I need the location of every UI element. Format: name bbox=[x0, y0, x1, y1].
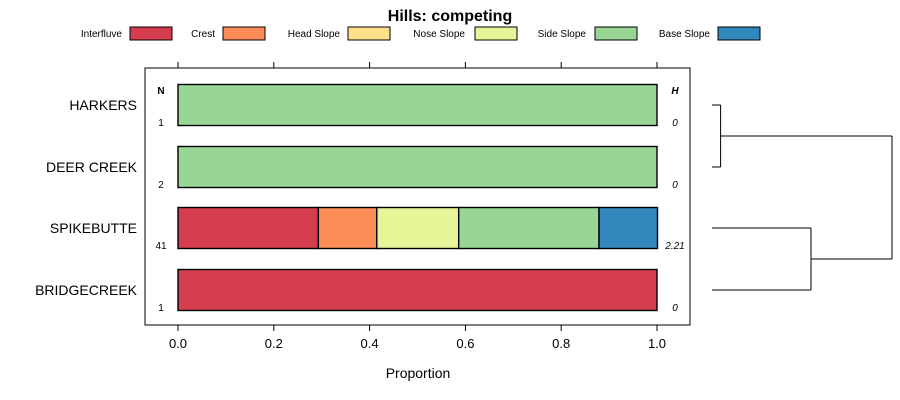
top-axis-ticks bbox=[177, 62, 658, 68]
h-value: 0 bbox=[672, 118, 678, 129]
legend-label: Interfluve bbox=[81, 29, 123, 40]
category-label: SPIKEBUTTE bbox=[50, 220, 137, 236]
legend-item-interfluve: Interfluve bbox=[81, 26, 173, 41]
bar-segment-base-slope bbox=[598, 206, 659, 250]
x-tick-label: 1.0 bbox=[648, 336, 666, 351]
category-label: BRIDGECREEK bbox=[35, 282, 138, 298]
bar-segment-interfluve bbox=[177, 268, 658, 312]
legend-label: Side Slope bbox=[538, 29, 587, 40]
bar-segment-side-slope bbox=[177, 83, 658, 127]
row-bridgecreek: BRIDGECREEK 1 0 bbox=[35, 268, 678, 314]
category-label: DEER CREEK bbox=[46, 159, 138, 175]
legend-item-base-slope: Base Slope bbox=[659, 26, 761, 41]
legend-swatch bbox=[474, 26, 518, 41]
legend-label: Head Slope bbox=[288, 29, 341, 40]
bar-rows: HARKERS 1 0 DEER CREEK 2 0 SPIKEBUTTE 41 2.21 BRI… bbox=[35, 83, 685, 314]
dendrogram bbox=[712, 104, 893, 291]
n-value: 1 bbox=[158, 303, 164, 314]
legend-label: Base Slope bbox=[659, 29, 711, 40]
n-column-header: N bbox=[157, 86, 164, 97]
legend-item-crest: Crest bbox=[191, 26, 266, 41]
x-axis-title: Proportion bbox=[386, 365, 451, 381]
n-value: 2 bbox=[158, 180, 164, 191]
h-value: 2.21 bbox=[664, 241, 684, 252]
x-tick-label: 0.2 bbox=[265, 336, 283, 351]
x-axis: 0.0 0.2 0.4 0.6 0.8 1.0 bbox=[169, 325, 666, 351]
n-value: 41 bbox=[155, 241, 167, 252]
legend-item-side-slope: Side Slope bbox=[538, 26, 638, 41]
x-tick-label: 0.6 bbox=[456, 336, 474, 351]
h-value: 0 bbox=[672, 303, 678, 314]
legend-swatch bbox=[347, 26, 391, 41]
legend-swatch bbox=[129, 26, 173, 41]
x-tick-label: 0.8 bbox=[552, 336, 570, 351]
n-value: 1 bbox=[158, 118, 164, 129]
bar-segment-crest bbox=[317, 206, 378, 250]
h-value: 0 bbox=[672, 180, 678, 191]
plot-panel bbox=[144, 67, 691, 326]
chart-title: Hills: competing bbox=[388, 8, 512, 25]
legend-item-nose-slope: Nose Slope bbox=[413, 26, 518, 41]
row-harkers: HARKERS 1 0 bbox=[69, 83, 678, 129]
legend-swatch bbox=[594, 26, 638, 41]
category-label: HARKERS bbox=[69, 97, 137, 113]
legend-label: Crest bbox=[191, 29, 215, 40]
bar-segment-side-slope bbox=[177, 145, 658, 189]
h-column-header: H bbox=[671, 86, 679, 97]
x-tick-label: 0.0 bbox=[169, 336, 187, 351]
legend-item-head-slope: Head Slope bbox=[288, 26, 391, 41]
legend-label: Nose Slope bbox=[413, 29, 465, 40]
bar-segment-nose-slope bbox=[376, 206, 460, 250]
legend-swatch bbox=[222, 26, 266, 41]
bar-segment-side-slope bbox=[457, 206, 600, 250]
row-deer-creek: DEER CREEK 2 0 bbox=[46, 145, 678, 191]
bar-segment-interfluve bbox=[177, 206, 320, 250]
x-tick-label: 0.4 bbox=[361, 336, 379, 351]
legend: Interfluve Crest Head Slope Nose Slope Side … bbox=[81, 26, 761, 41]
row-spikebutte: SPIKEBUTTE 41 2.21 bbox=[50, 206, 685, 252]
legend-swatch bbox=[717, 26, 761, 41]
